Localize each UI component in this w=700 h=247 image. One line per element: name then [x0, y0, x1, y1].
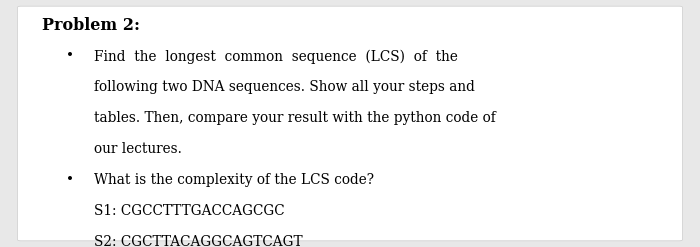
Text: following two DNA sequences. Show all your steps and: following two DNA sequences. Show all yo…: [94, 80, 475, 94]
Text: Problem 2:: Problem 2:: [42, 17, 140, 34]
Text: S1: CGCCTTTGACCAGCGC: S1: CGCCTTTGACCAGCGC: [94, 204, 285, 218]
Text: What is the complexity of the LCS code?: What is the complexity of the LCS code?: [94, 173, 374, 187]
Text: tables. Then, compare your result with the python code of: tables. Then, compare your result with t…: [94, 111, 496, 125]
Text: Find  the  longest  common  sequence  (LCS)  of  the: Find the longest common sequence (LCS) o…: [94, 49, 458, 64]
Text: our lectures.: our lectures.: [94, 142, 183, 156]
Text: •: •: [66, 49, 74, 63]
Text: •: •: [66, 173, 74, 187]
FancyBboxPatch shape: [18, 6, 682, 241]
Text: S2: CGCTTACAGGCAGTCAGT: S2: CGCTTACAGGCAGTCAGT: [94, 235, 303, 247]
